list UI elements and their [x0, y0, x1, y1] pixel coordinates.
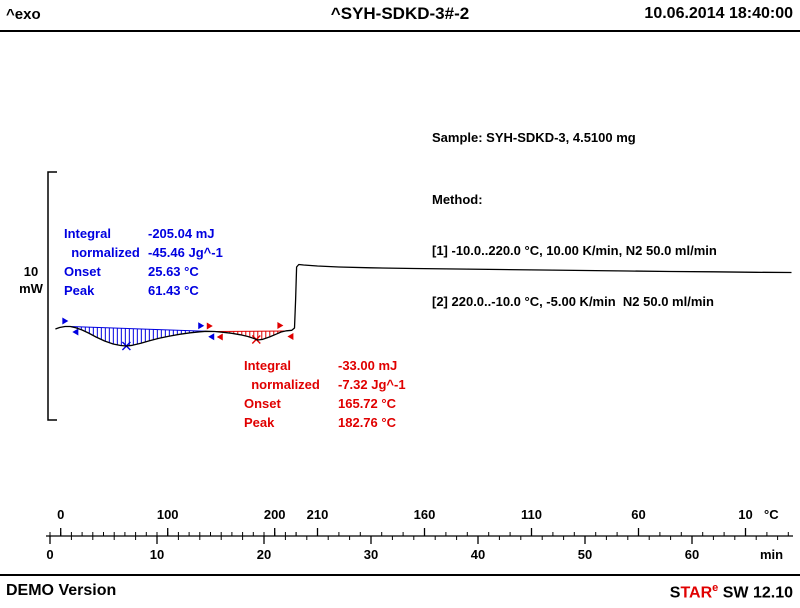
curve-title: ^SYH-SDKD-3#-2: [330, 4, 470, 23]
peak1-peak-label: Peak: [64, 283, 95, 298]
peak2-annotation: Integral -33.00 mJ normalized -7.32 Jg^-1 …: [244, 356, 406, 432]
method-segment-1: [1] -10.0..220.0 °C, 10.00 K/min, N2 50.…: [432, 243, 717, 258]
y-scale-bracket: [47, 171, 57, 421]
footer-divider: [0, 574, 800, 576]
method-heading: Method:: [432, 192, 483, 207]
integration-limit-marker: [198, 322, 205, 330]
y-scale-label: 10 mW: [10, 263, 52, 297]
peak2-onset-value: 165.72 °C: [338, 396, 396, 411]
axis-tick-label: 10: [738, 507, 752, 522]
peak1-normalized-label: normalized: [64, 245, 140, 260]
star-tar: TAR: [680, 584, 713, 602]
axis-tick-label: 50: [578, 547, 592, 562]
peak2-integral-label: Integral: [244, 358, 291, 373]
sample-info: Sample: SYH-SDKD-3, 4.5100 mg: [432, 130, 636, 145]
peak1-integral-label: Integral: [64, 226, 111, 241]
peak1-normalized-value: -45.46 Jg^-1: [148, 245, 223, 260]
peak1-integration: [62, 317, 215, 351]
datetime-label: 10.06.2014 18:40:00: [644, 5, 793, 22]
x-axis: 0 100 200 210 160 110 60 10 °C 0 10 20 30 40 50 60 min: [46, 507, 793, 562]
axis-tick-label: 100: [157, 507, 179, 522]
integration-limit-marker: [208, 333, 215, 341]
header-divider: [0, 30, 800, 32]
axis-tick-label: 30: [364, 547, 378, 562]
axis-tick-label: 40: [471, 547, 485, 562]
peak2-integration: [206, 322, 294, 344]
axis-tick-label: 20: [257, 547, 271, 562]
y-scale-value: 10: [23, 264, 39, 279]
peak1-integral-value: -205.04 mJ: [148, 226, 215, 241]
peak2-integral-value: -33.00 mJ: [338, 358, 398, 373]
peak1-onset-label: Onset: [64, 264, 101, 279]
axis-tick-label: 60: [685, 547, 699, 562]
axis-tick-label: 0: [46, 547, 53, 562]
star-s: S: [669, 584, 681, 602]
peak1-annotation: Integral -205.04 mJ normalized -45.46 Jg^-…: [64, 224, 223, 300]
peak2-normalized-label: normalized: [244, 377, 320, 392]
demo-version-label: DEMO Version: [6, 582, 117, 599]
software-version-label: STARe SW 12.10: [670, 582, 793, 602]
axis-tick-label: 60: [631, 507, 645, 522]
axis-tick-label: 0: [57, 507, 64, 522]
method-segment-2: [2] 220.0..-10.0 °C, -5.00 K/min N2 50.0…: [432, 294, 714, 309]
peak1-onset-value: 25.63 °C: [148, 264, 199, 279]
sample-method-block: Sample: SYH-SDKD-3, 4.5100 mg Method: [1…: [432, 95, 717, 327]
peak2-onset-label: Onset: [244, 396, 281, 411]
integration-limit-marker: [216, 333, 223, 341]
axis-tick-label: min: [760, 547, 783, 562]
integration-limit-marker: [62, 317, 69, 325]
peak2-normalized-value: -7.32 Jg^-1: [338, 377, 406, 392]
peak1-peak-value: 61.43 °C: [148, 283, 199, 298]
axis-tick-label: 10: [150, 547, 164, 562]
sw-version: SW 12.10: [718, 584, 793, 602]
exo-direction-label: ^exo: [6, 6, 41, 23]
axis-tick-label: 210: [307, 507, 329, 522]
integration-limit-marker: [72, 328, 79, 336]
star-e: e: [712, 582, 719, 594]
integration-limit-marker: [287, 333, 294, 340]
dsc-curve: [55, 263, 792, 347]
integration-limit-marker: [206, 322, 213, 330]
axis-tick-label: 160: [414, 507, 436, 522]
peak2-peak-value: 182.76 °C: [338, 415, 396, 430]
axis-tick-label: 200: [264, 507, 286, 522]
axis-tick-label: 110: [521, 507, 542, 522]
axis-tick-label: °C: [764, 507, 779, 522]
peak2-peak-label: Peak: [244, 415, 275, 430]
y-scale-unit: mW: [19, 281, 43, 296]
integration-limit-marker: [277, 322, 284, 329]
